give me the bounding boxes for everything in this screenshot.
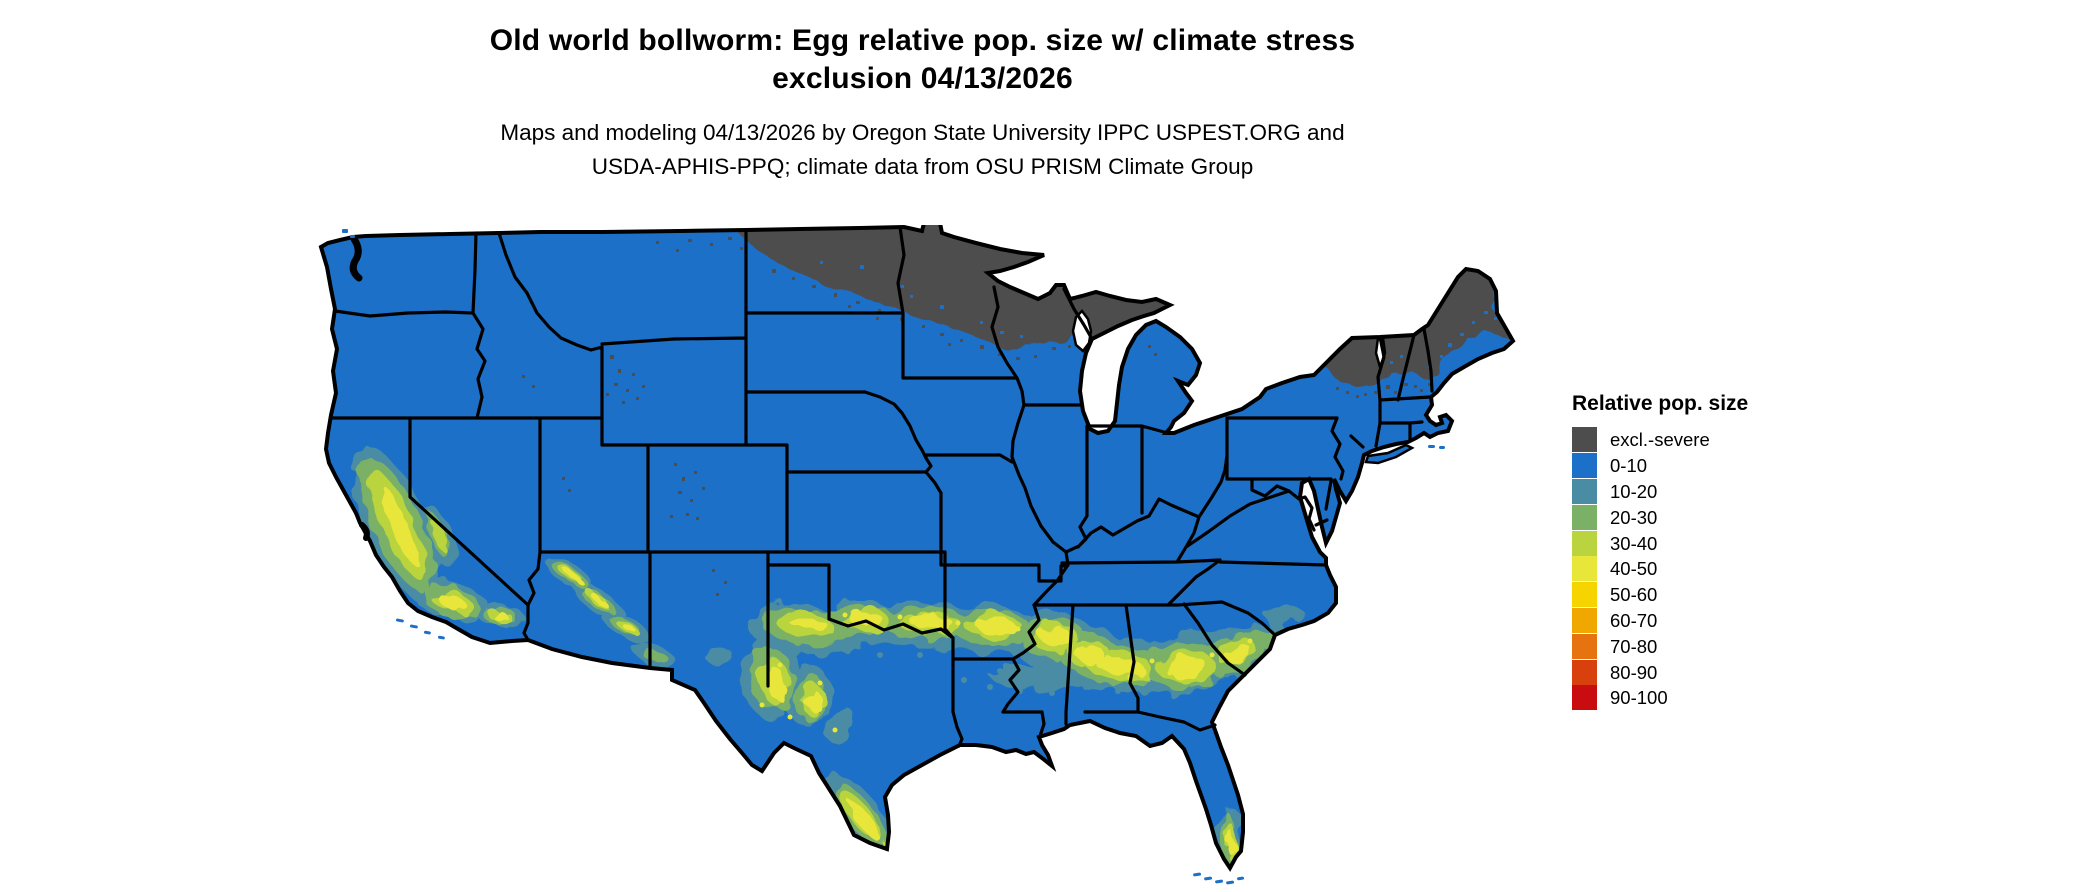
legend-row: 50-60 xyxy=(1572,582,1912,608)
legend-label: 50-60 xyxy=(1610,584,1658,606)
mackinac-strait xyxy=(1137,308,1165,324)
legend-rows: excl.-severe 0-10 10-20 20-30 30-40 40-5… xyxy=(1572,427,1912,711)
title-line-1: Old world bollworm: Egg relative pop. si… xyxy=(489,24,1356,57)
sf-bay xyxy=(359,522,370,541)
long-island xyxy=(1364,443,1415,465)
legend-swatch-30-40 xyxy=(1572,530,1597,556)
exclusion-northeast xyxy=(1314,263,1513,387)
legend-label: 30-40 xyxy=(1610,532,1658,554)
legend-swatch-10-20 xyxy=(1572,478,1597,504)
legend-row: 10-20 xyxy=(1572,478,1912,505)
legend-label: 20-30 xyxy=(1610,506,1658,528)
legend-label: 90-100 xyxy=(1610,687,1668,709)
legend-label: 60-70 xyxy=(1610,609,1658,631)
legend-row: 0-10 xyxy=(1572,453,1912,479)
page-title: Old world bollworm: Egg relative pop. si… xyxy=(295,22,1550,98)
legend-row: 80-90 xyxy=(1572,659,1912,685)
legend-swatch-40-50 xyxy=(1572,556,1597,582)
legend-swatch-excl-severe xyxy=(1572,427,1597,453)
legend-row: 30-40 xyxy=(1572,530,1912,556)
legend-row: 60-70 xyxy=(1572,607,1912,634)
band-40-50 xyxy=(379,484,1252,854)
exclusion-speckles xyxy=(522,237,1432,596)
legend-row: 20-30 xyxy=(1572,504,1912,530)
legend-row: 90-100 xyxy=(1572,685,1912,711)
legend-swatch-20-30 xyxy=(1572,504,1597,530)
legend-swatch-70-80 xyxy=(1572,633,1597,659)
legend-label: 10-20 xyxy=(1610,480,1658,502)
title-line-2: exclusion 04/13/2026 xyxy=(772,62,1073,95)
subtitle-line-2: USDA-APHIS-PPQ; climate data from OSU PR… xyxy=(591,154,1254,179)
conus-land xyxy=(321,223,1513,868)
legend-swatch-50-60 xyxy=(1572,582,1597,608)
puget-sound xyxy=(349,235,363,282)
legend-label: 40-50 xyxy=(1610,558,1658,580)
legend-swatch-90-100 xyxy=(1572,685,1597,711)
legend-swatch-60-70 xyxy=(1572,607,1597,633)
legend-row: 40-50 xyxy=(1572,556,1912,582)
legend-row: 70-80 xyxy=(1572,633,1912,659)
band-speckles-yellow xyxy=(759,612,1253,840)
green-bay xyxy=(1071,309,1093,353)
page-subtitle: Maps and modeling 04/13/2026 by Oregon S… xyxy=(295,116,1550,184)
us-risk-map xyxy=(300,221,1560,890)
legend-swatch-80-90 xyxy=(1572,659,1597,685)
legend-label: 0-10 xyxy=(1610,455,1648,477)
legend-label: excl.-severe xyxy=(1610,429,1710,451)
legend-row: excl.-severe xyxy=(1572,427,1912,453)
subtitle-line-1: Maps and modeling 04/13/2026 by Oregon S… xyxy=(500,120,1345,145)
us-map-svg xyxy=(319,221,1515,885)
legend: Relative pop. size excl.-severe 0-10 10-… xyxy=(1572,392,1912,711)
legend-title: Relative pop. size xyxy=(1572,392,1749,415)
legend-label: 80-90 xyxy=(1610,661,1658,683)
offshore-islands xyxy=(342,229,1445,885)
legend-label: 70-80 xyxy=(1610,635,1658,657)
legend-swatch-0-10 xyxy=(1572,453,1597,479)
